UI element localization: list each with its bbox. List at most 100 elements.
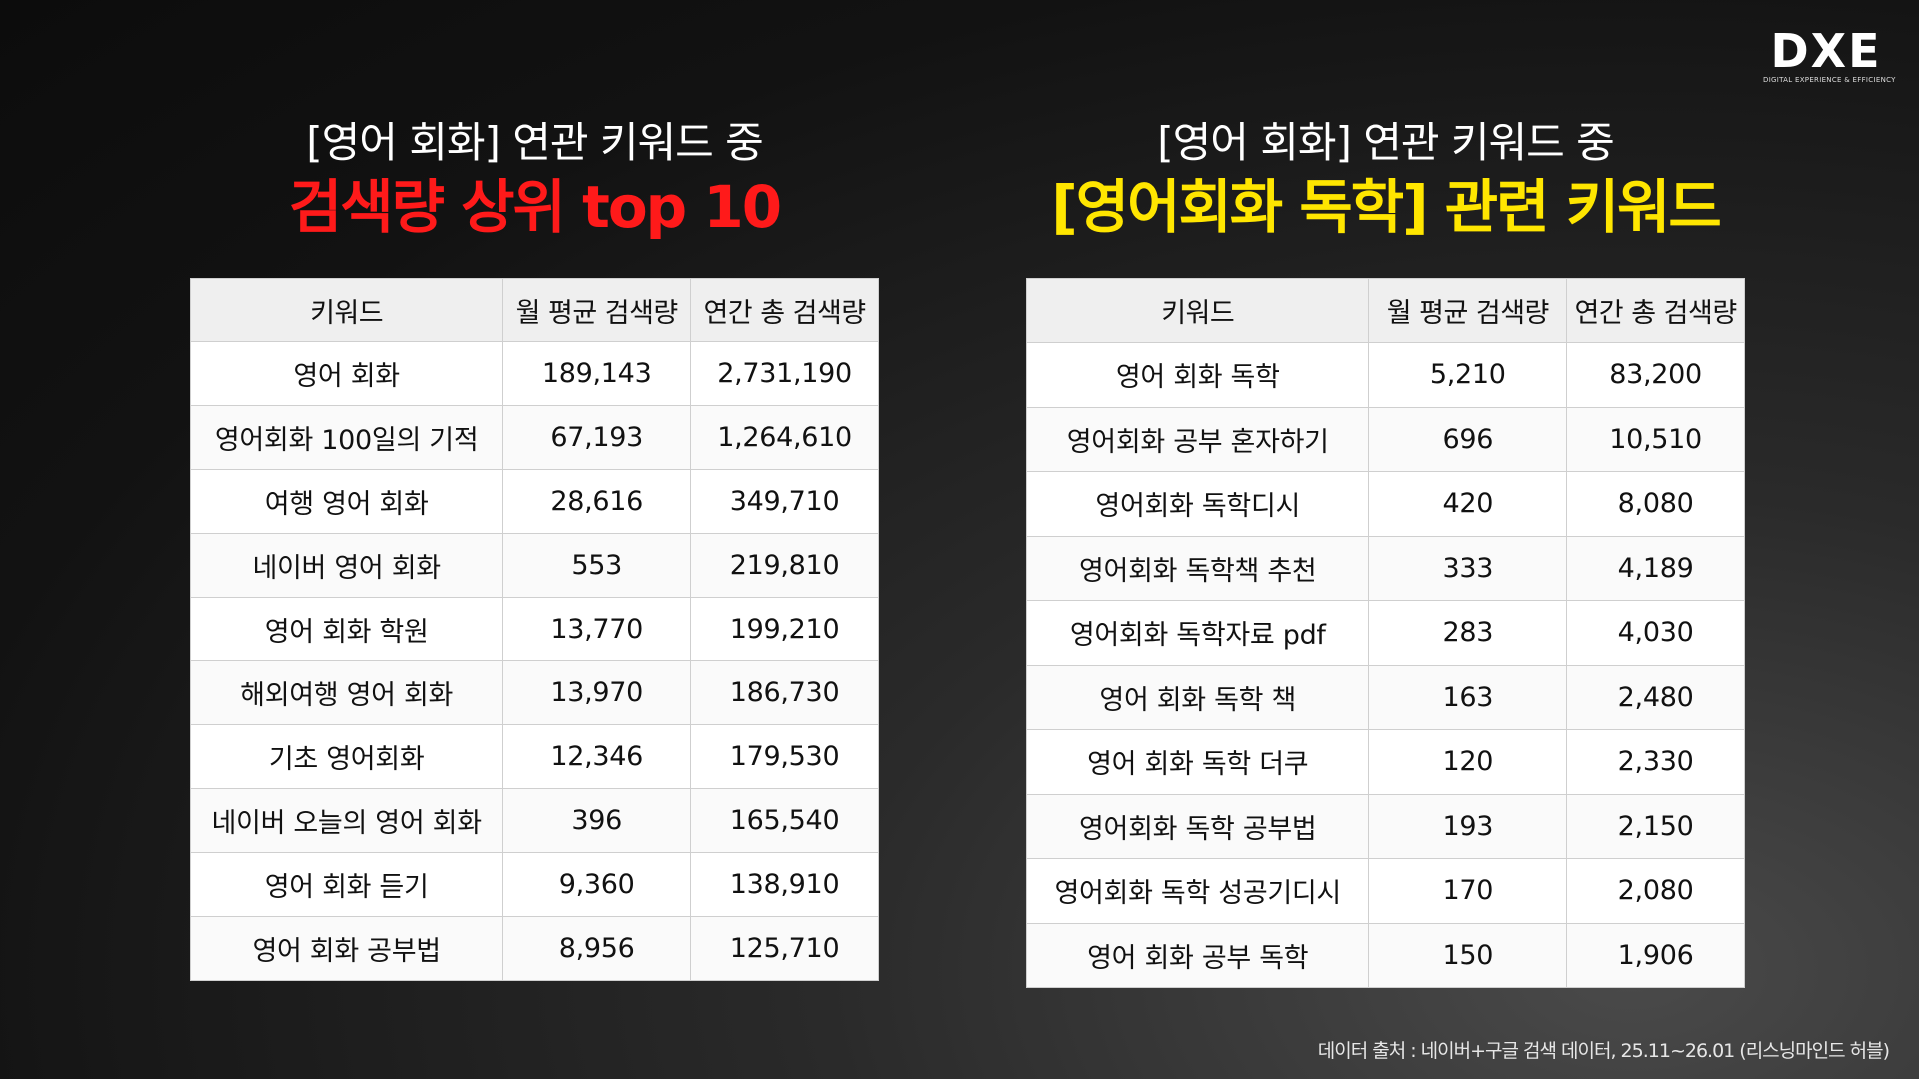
annual-volume-cell: 83,200 <box>1566 342 1745 408</box>
annual-volume-cell: 186,730 <box>690 660 879 726</box>
table-row: 영어회화 독학책 추천 333 4,189 <box>1025 535 1745 601</box>
keyword-cell: 영어회화 독학디시 <box>1025 471 1370 537</box>
col-header-annual: 연간 총 검색량 <box>690 278 879 342</box>
table-row: 영어회화 100일의 기적 67,193 1,264,610 <box>189 404 879 470</box>
monthly-volume-cell: 13,970 <box>502 660 692 726</box>
annual-volume-cell: 1,264,610 <box>690 404 879 470</box>
monthly-volume-cell: 193 <box>1368 793 1568 859</box>
monthly-volume-cell: 150 <box>1368 922 1568 988</box>
right-keyword-table: 키워드 월 평균 검색량 연간 총 검색량 영어 회화 독학 5,210 83,20… <box>1025 278 1745 988</box>
table-row: 영어 회화 독학 5,210 83,200 <box>1025 342 1745 408</box>
monthly-volume-cell: 12,346 <box>502 724 692 790</box>
left-subtitle: [영어 회화] 연관 키워드 중 <box>306 118 764 167</box>
monthly-volume-cell: 553 <box>502 532 692 598</box>
table-row: 영어 회화 독학 더쿠 120 2,330 <box>1025 729 1745 795</box>
col-header-annual: 연간 총 검색량 <box>1566 278 1745 343</box>
dxe-logo: DXE DIGITAL EXPERIENCE & EFFICIENCY <box>1763 24 1896 84</box>
table-row: 영어 회화 189,143 2,731,190 <box>189 341 879 406</box>
col-header-monthly: 월 평균 검색량 <box>1368 278 1568 343</box>
keyword-cell: 영어 회화 듣기 <box>189 852 504 918</box>
annual-volume-cell: 349,710 <box>690 468 879 534</box>
table-row: 영어 회화 공부법 8,956 125,710 <box>189 916 879 981</box>
keyword-cell: 영어 회화 <box>189 341 504 406</box>
table-row: 영어 회화 듣기 9,360 138,910 <box>189 852 879 918</box>
col-header-keyword: 키워드 <box>1025 278 1370 343</box>
right-headline: [영어회화 독학] 관련 키워드 <box>1051 173 1722 241</box>
monthly-volume-cell: 189,143 <box>502 341 692 406</box>
keyword-cell: 영어회화 공부 혼자하기 <box>1025 406 1370 472</box>
logo-mark: DXE <box>1770 24 1882 78</box>
table-row: 영어회화 독학자료 pdf 283 4,030 <box>1025 600 1745 666</box>
keyword-cell: 여행 영어 회화 <box>189 468 504 534</box>
annual-volume-cell: 199,210 <box>690 596 879 662</box>
annual-volume-cell: 8,080 <box>1566 471 1745 537</box>
monthly-volume-cell: 13,770 <box>502 596 692 662</box>
table-row: 영어회화 독학 공부법 193 2,150 <box>1025 793 1745 859</box>
keyword-cell: 영어 회화 공부법 <box>189 916 504 981</box>
table-row: 영어회화 공부 혼자하기 696 10,510 <box>1025 406 1745 472</box>
keyword-cell: 영어 회화 공부 독학 <box>1025 922 1370 988</box>
monthly-volume-cell: 120 <box>1368 729 1568 795</box>
keyword-cell: 영어회화 독학 성공기디시 <box>1025 858 1370 924</box>
annual-volume-cell: 4,189 <box>1566 535 1745 601</box>
col-header-keyword: 키워드 <box>189 278 504 342</box>
table-row: 영어회화 독학디시 420 8,080 <box>1025 471 1745 537</box>
annual-volume-cell: 2,731,190 <box>690 341 879 406</box>
table-row: 여행 영어 회화 28,616 349,710 <box>189 468 879 534</box>
table-row: 영어회화 독학 성공기디시 170 2,080 <box>1025 858 1745 924</box>
left-keyword-table: 키워드 월 평균 검색량 연간 총 검색량 영어 회화 189,143 2,731,… <box>189 278 879 981</box>
monthly-volume-cell: 67,193 <box>502 404 692 470</box>
annual-volume-cell: 4,030 <box>1566 600 1745 666</box>
annual-volume-cell: 125,710 <box>690 916 879 981</box>
data-source-footnote: 데이터 출처 : 네이버+구글 검색 데이터, 25.11~26.01 (리스닝… <box>1317 1040 1890 1062</box>
table-row: 영어 회화 독학 책 163 2,480 <box>1025 664 1745 730</box>
keyword-cell: 영어 회화 독학 책 <box>1025 664 1370 730</box>
monthly-volume-cell: 5,210 <box>1368 342 1568 408</box>
table-header-row: 키워드 월 평균 검색량 연간 총 검색량 <box>1025 278 1745 343</box>
keyword-cell: 영어 회화 학원 <box>189 596 504 662</box>
annual-volume-cell: 2,480 <box>1566 664 1745 730</box>
monthly-volume-cell: 170 <box>1368 858 1568 924</box>
monthly-volume-cell: 333 <box>1368 535 1568 601</box>
table-row: 영어 회화 학원 13,770 199,210 <box>189 596 879 662</box>
annual-volume-cell: 2,330 <box>1566 729 1745 795</box>
monthly-volume-cell: 8,956 <box>502 916 692 981</box>
keyword-cell: 영어회화 독학책 추천 <box>1025 535 1370 601</box>
keyword-cell: 영어회화 독학 공부법 <box>1025 793 1370 859</box>
keyword-cell: 영어 회화 독학 <box>1025 342 1370 408</box>
table-row: 기초 영어회화 12,346 179,530 <box>189 724 879 790</box>
logo-tagline: DIGITAL EXPERIENCE & EFFICIENCY <box>1763 76 1896 84</box>
col-header-monthly: 월 평균 검색량 <box>502 278 692 342</box>
monthly-volume-cell: 163 <box>1368 664 1568 730</box>
monthly-volume-cell: 283 <box>1368 600 1568 666</box>
annual-volume-cell: 10,510 <box>1566 406 1745 472</box>
annual-volume-cell: 219,810 <box>690 532 879 598</box>
right-subtitle: [영어 회화] 연관 키워드 중 <box>1157 118 1615 167</box>
monthly-volume-cell: 9,360 <box>502 852 692 918</box>
annual-volume-cell: 138,910 <box>690 852 879 918</box>
keyword-cell: 영어회화 100일의 기적 <box>189 404 504 470</box>
keyword-cell: 영어 회화 독학 더쿠 <box>1025 729 1370 795</box>
keyword-cell: 네이버 영어 회화 <box>189 532 504 598</box>
table-row: 네이버 오늘의 영어 회화 396 165,540 <box>189 788 879 854</box>
monthly-volume-cell: 28,616 <box>502 468 692 534</box>
right-panel: [영어 회화] 연관 키워드 중 [영어회화 독학] 관련 키워드 키워드 월 … <box>1025 115 1745 988</box>
annual-volume-cell: 179,530 <box>690 724 879 790</box>
table-row: 네이버 영어 회화 553 219,810 <box>189 532 879 598</box>
monthly-volume-cell: 420 <box>1368 471 1568 537</box>
annual-volume-cell: 2,080 <box>1566 858 1745 924</box>
table-row: 해외여행 영어 회화 13,970 186,730 <box>189 660 879 726</box>
table-row: 영어 회화 공부 독학 150 1,906 <box>1025 922 1745 988</box>
table-header-row: 키워드 월 평균 검색량 연간 총 검색량 <box>189 278 879 342</box>
monthly-volume-cell: 396 <box>502 788 692 854</box>
annual-volume-cell: 165,540 <box>690 788 879 854</box>
left-headline: 검색량 상위 top 10 <box>288 173 782 241</box>
keyword-cell: 해외여행 영어 회화 <box>189 660 504 726</box>
left-panel: [영어 회화] 연관 키워드 중 검색량 상위 top 10 키워드 월 평균 … <box>189 115 879 981</box>
keyword-cell: 기초 영어회화 <box>189 724 504 790</box>
keyword-cell: 네이버 오늘의 영어 회화 <box>189 788 504 854</box>
annual-volume-cell: 2,150 <box>1566 793 1745 859</box>
annual-volume-cell: 1,906 <box>1566 922 1745 988</box>
keyword-cell: 영어회화 독학자료 pdf <box>1025 600 1370 666</box>
monthly-volume-cell: 696 <box>1368 406 1568 472</box>
